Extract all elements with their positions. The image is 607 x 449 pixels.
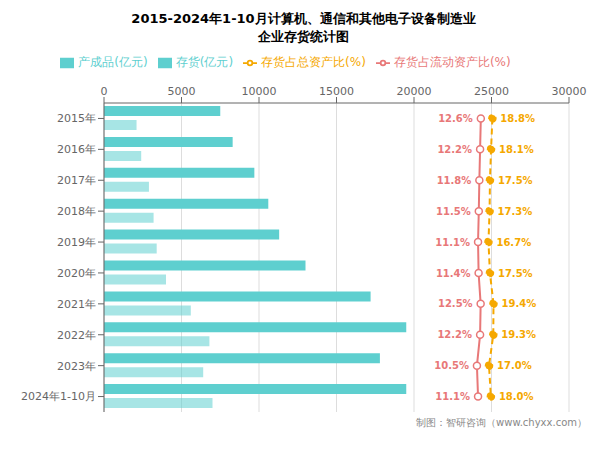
svg-text:12.5%: 12.5% — [438, 298, 473, 309]
svg-text:19.4%: 19.4% — [501, 298, 536, 309]
svg-text:25000: 25000 — [474, 85, 509, 98]
svg-text:17.0%: 17.0% — [497, 360, 532, 371]
svg-text:15000: 15000 — [319, 85, 354, 98]
svg-text:12.6%: 12.6% — [438, 113, 473, 124]
svg-text:0: 0 — [101, 85, 108, 98]
svg-text:10000: 10000 — [242, 85, 277, 98]
svg-text:30000: 30000 — [552, 85, 587, 98]
svg-text:18.0%: 18.0% — [499, 391, 534, 402]
html-text:2015-2024年1-10月计算机、通信和其他电子设备制造: 2015-2024年1-10月计算机、通信和其他电子设备制造业 — [131, 11, 476, 26]
html-text:存货(亿元): 存货(亿元) — [175, 55, 234, 69]
svg-text:11.4%: 11.4% — [436, 268, 471, 279]
svg-text:11.5%: 11.5% — [436, 206, 471, 217]
svg-text:18.1%: 18.1% — [499, 144, 534, 155]
svg-text:17.5%: 17.5% — [498, 268, 533, 279]
html-text:存货占总资产比(%): 存货占总资产比(%) — [261, 55, 366, 69]
svg-text:11.1%: 11.1% — [435, 237, 470, 248]
svg-text:10.5%: 10.5% — [434, 360, 469, 371]
svg-text:11.1%: 11.1% — [435, 391, 470, 402]
svg-text:11.8%: 11.8% — [437, 175, 472, 186]
svg-text:2018年: 2018年 — [57, 205, 96, 218]
html-text:产成品(亿元): 产成品(亿元) — [78, 55, 148, 69]
svg-text:12.2%: 12.2% — [437, 329, 472, 340]
svg-text:16.7%: 16.7% — [496, 237, 531, 248]
svg-text:2022年: 2022年 — [57, 329, 96, 342]
svg-text:20000: 20000 — [397, 85, 432, 98]
html-text:存货占流动资产比(%): 存货占流动资产比(%) — [393, 55, 511, 69]
svg-text:2024年1-10月: 2024年1-10月 — [21, 390, 96, 403]
svg-text:18.8%: 18.8% — [500, 113, 535, 124]
svg-text:19.3%: 19.3% — [501, 329, 536, 340]
svg-text:2023年: 2023年 — [57, 360, 96, 373]
svg-text:12.2%: 12.2% — [437, 144, 472, 155]
svg-text:2020年: 2020年 — [57, 267, 96, 280]
html-text:制图：智研咨询（www.chyxx.com）: 制图：智研咨询（www.chyxx.com） — [416, 417, 587, 428]
svg-text:17.5%: 17.5% — [498, 175, 533, 186]
svg-text:2021年: 2021年 — [57, 298, 96, 311]
svg-text:2015年: 2015年 — [57, 112, 96, 125]
svg-text:5000: 5000 — [168, 85, 196, 98]
html-text:企业存货统计图: 企业存货统计图 — [258, 29, 349, 44]
svg-text:2016年: 2016年 — [57, 143, 96, 156]
svg-text:2017年: 2017年 — [57, 174, 96, 187]
svg-text:17.3%: 17.3% — [498, 206, 533, 217]
svg-text:2019年: 2019年 — [57, 236, 96, 249]
